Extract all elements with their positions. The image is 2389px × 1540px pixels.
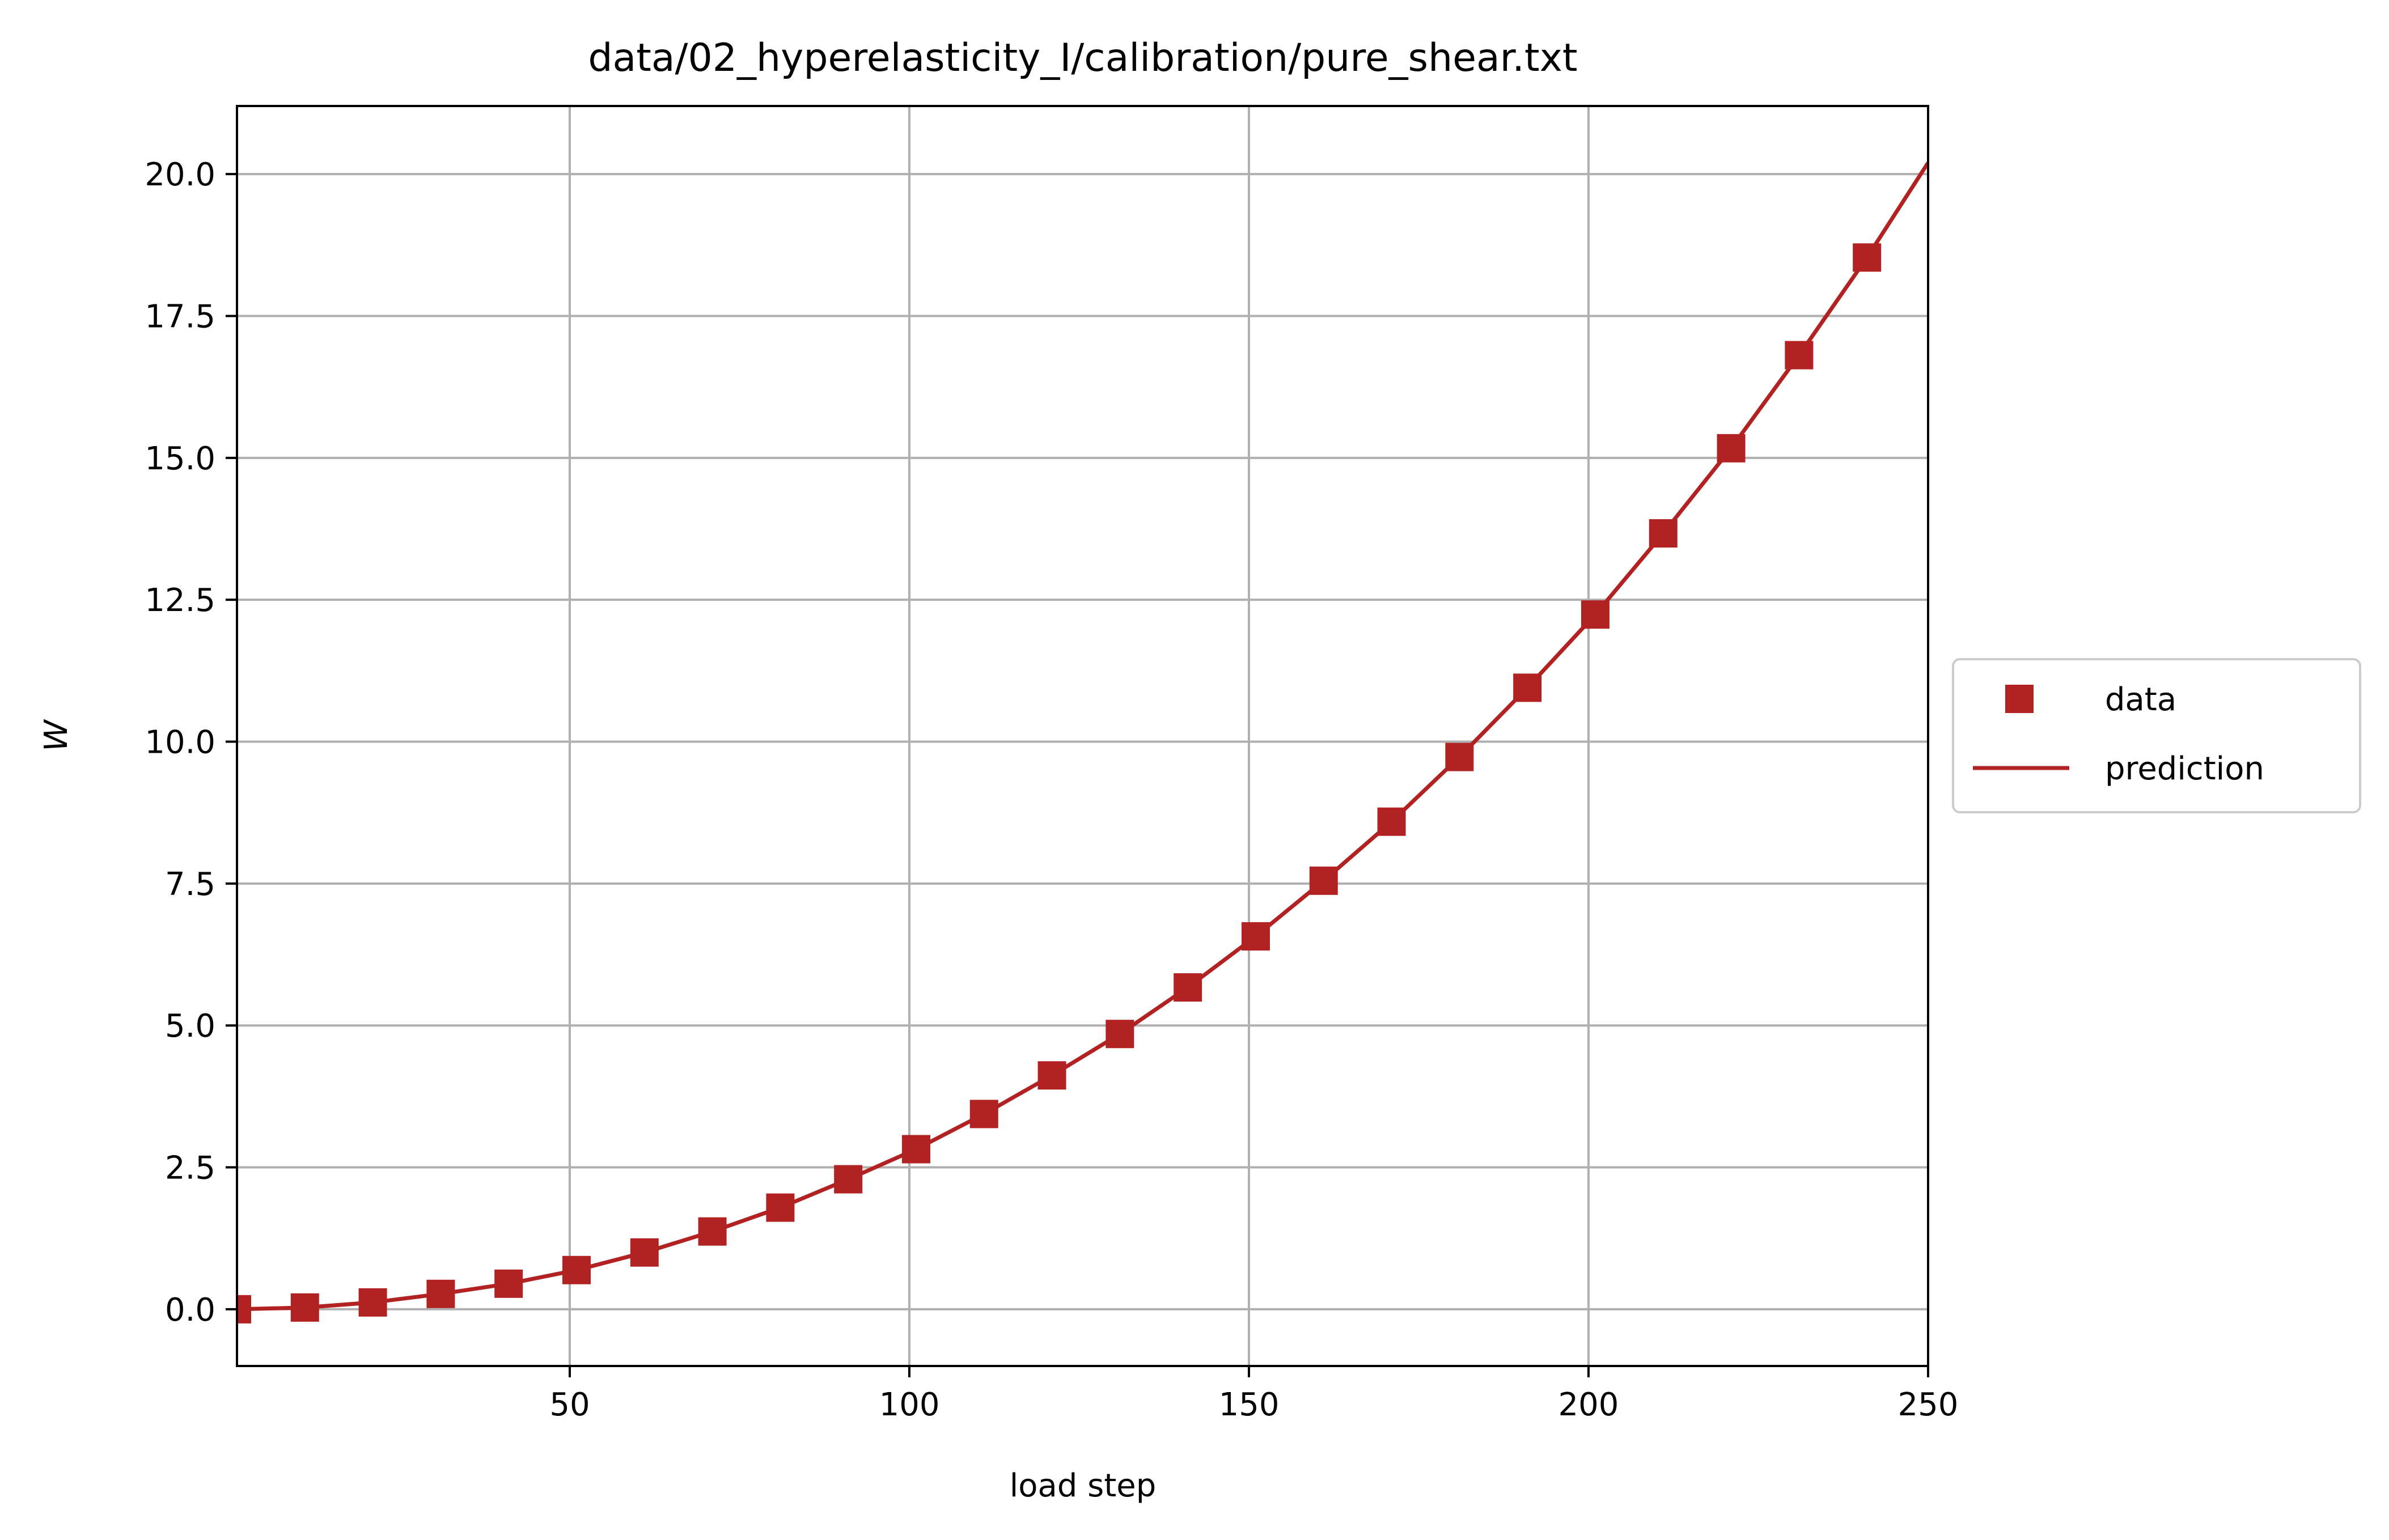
data-point-marker xyxy=(1241,922,1270,951)
data-point-marker xyxy=(1717,434,1746,463)
y-tick-label: 20.0 xyxy=(145,156,215,193)
legend-frame xyxy=(1952,658,2361,813)
y-tick-label: 2.5 xyxy=(165,1150,215,1187)
data-point-marker xyxy=(698,1217,727,1246)
data-point-marker xyxy=(494,1269,523,1298)
data-point-marker xyxy=(237,1295,251,1323)
y-tick-label: 12.5 xyxy=(145,582,215,619)
chart-title: data/02_hyperelasticity_I/calibration/pu… xyxy=(588,36,1577,80)
x-axis-label: load step xyxy=(1010,1467,1157,1504)
data-point-marker xyxy=(1785,341,1814,370)
data-point-marker xyxy=(901,1135,930,1164)
data-point-marker xyxy=(1853,243,1882,272)
data-point-marker xyxy=(1649,519,1678,548)
y-axis-label: W xyxy=(38,719,75,752)
legend-data-marker xyxy=(2005,685,2034,713)
data-point-marker xyxy=(1377,807,1406,836)
data-point-marker xyxy=(1309,866,1338,895)
plot-series xyxy=(237,162,1928,1323)
plot-area-frame xyxy=(236,105,1929,1367)
data-point-marker xyxy=(1445,743,1474,771)
data-point-marker xyxy=(1174,973,1202,1002)
y-tick-label: 15.0 xyxy=(145,440,215,477)
data-point-marker xyxy=(1513,673,1542,702)
y-tick-label: 7.5 xyxy=(165,866,215,903)
x-tick-label: 200 xyxy=(1558,1386,1619,1423)
y-tick-label: 5.0 xyxy=(165,1008,215,1045)
data-point-marker xyxy=(426,1279,455,1308)
x-tick-label: 250 xyxy=(1898,1386,1959,1423)
y-tick-label: 10.0 xyxy=(145,724,215,761)
data-point-marker xyxy=(358,1288,387,1317)
legend-data-label: data xyxy=(2105,681,2176,718)
data-point-marker xyxy=(562,1255,591,1284)
x-tick-label: 100 xyxy=(879,1386,940,1423)
data-point-marker xyxy=(834,1165,863,1194)
legend-prediction-label: prediction xyxy=(2105,750,2264,787)
data-point-marker xyxy=(290,1293,319,1322)
legend: data prediction xyxy=(1952,658,2361,813)
data-point-marker xyxy=(766,1193,795,1222)
y-tick-label: 0.0 xyxy=(165,1292,215,1329)
data-point-marker xyxy=(1581,600,1609,629)
y-tick-label: 17.5 xyxy=(145,299,215,336)
x-axis-ticks: 50 100 150 200 250 xyxy=(549,1366,1958,1423)
data-point-marker xyxy=(630,1238,659,1267)
y-axis-ticks: 0.0 2.5 5.0 7.5 10.0 12.5 15.0 17.5 20.0 xyxy=(145,156,237,1329)
grid-lines xyxy=(237,106,1929,1366)
x-tick-label: 150 xyxy=(1219,1386,1280,1423)
data-point-marker xyxy=(1037,1061,1066,1090)
data-point-marker xyxy=(969,1100,998,1129)
x-tick-label: 50 xyxy=(549,1386,590,1423)
data-point-marker xyxy=(1105,1020,1134,1049)
